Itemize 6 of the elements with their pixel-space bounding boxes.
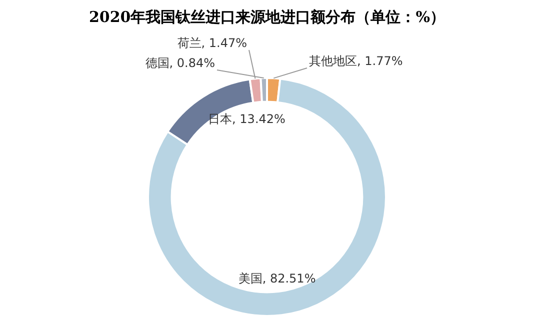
slice-label: 日本, 13.42% xyxy=(208,112,286,126)
slice-label: 德国, 0.84% xyxy=(145,56,215,70)
slice-label: 其他地区, 1.77% xyxy=(309,54,403,68)
chart-title: 2020年我国钛丝进口来源地进口额分布（单位：%） xyxy=(88,8,446,27)
slice-label: 美国, 82.51% xyxy=(238,272,316,286)
slice-label: 荷兰, 1.47% xyxy=(177,36,247,50)
